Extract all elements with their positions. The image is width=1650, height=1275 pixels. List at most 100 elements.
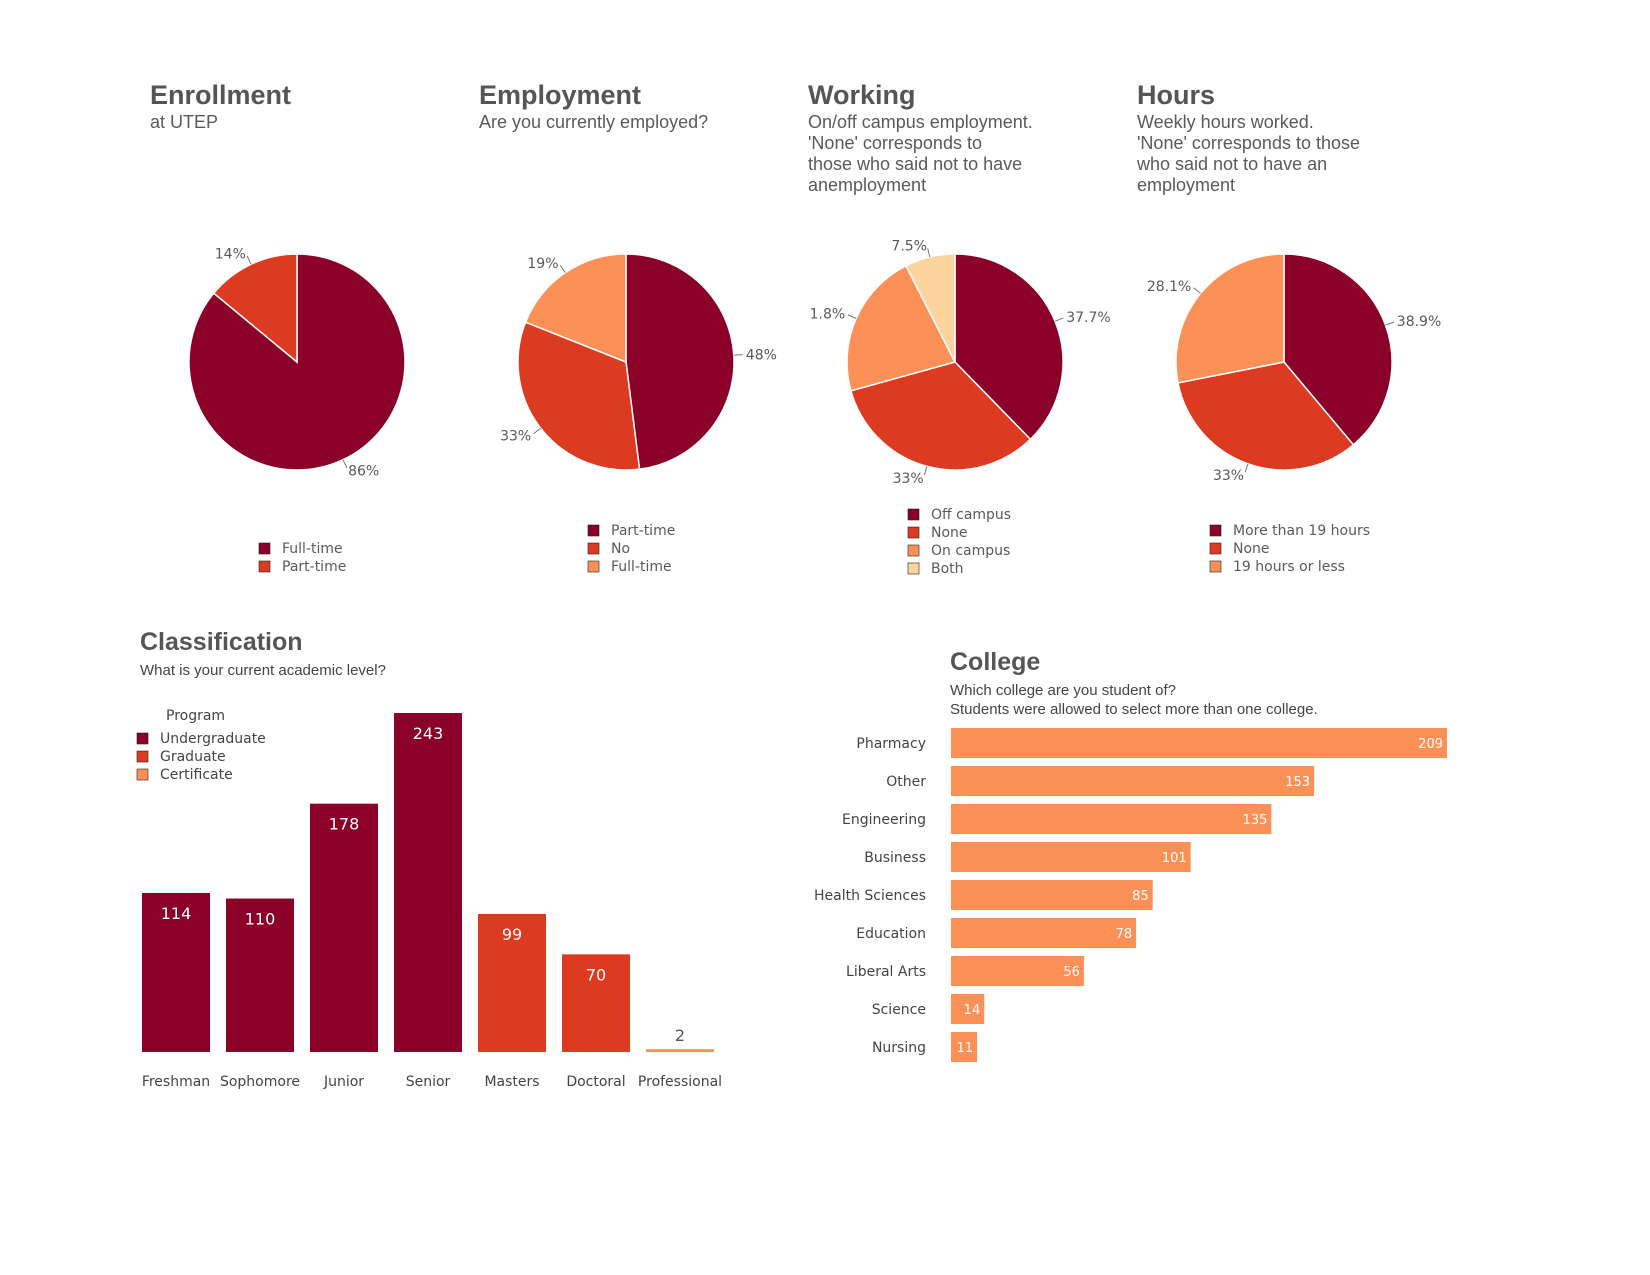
enrollment-title: Enrollment — [150, 80, 292, 110]
college-category-label: Nursing — [872, 1040, 926, 1056]
working-leader-none — [923, 466, 928, 476]
classification-value-label: 70 — [586, 965, 606, 984]
college-value-label: 78 — [1116, 927, 1133, 942]
employment-panel: Employment Are you currently employed? — [479, 80, 708, 133]
college-panel: College Which college are you student of… — [950, 647, 1318, 719]
working-legend-label: None — [931, 525, 968, 541]
employment-percent-label: 33% — [500, 429, 531, 445]
working-legend-swatch — [907, 526, 920, 539]
working-pie-chart: 37.7% 33% 21.8% 7.5% Off campus None On campus… — [808, 238, 1111, 577]
working-percent-label: 7.5% — [891, 238, 927, 254]
college-bar-other — [951, 766, 1315, 796]
enrollment-percent-label: 86% — [348, 464, 379, 480]
college-value-label: 85 — [1132, 889, 1149, 904]
hours-percent-label: 33% — [1213, 468, 1244, 484]
college-subtitle: Which college are you student of? Studen… — [950, 682, 1318, 718]
employment-leader-part-time — [733, 354, 743, 356]
hours-percent-label: 38.9% — [1397, 314, 1441, 330]
classification-category-label: Doctoral — [566, 1074, 625, 1090]
employment-legend-swatch — [587, 560, 600, 573]
classification-category-label: Freshman — [142, 1074, 210, 1090]
enrollment-slice-part-time — [212, 253, 298, 364]
hours-leader-19-hours-or-less — [1193, 287, 1201, 294]
hours-legend-swatch — [1209, 524, 1222, 537]
hours-legend-label: 19 hours or less — [1233, 559, 1345, 575]
working-leader-both — [927, 248, 931, 258]
classification-category-label: Professional — [638, 1074, 722, 1090]
employment-leader-no — [533, 427, 541, 435]
hours-pie-chart: 38.9% 33% 28.1% More than 19 hours None 19 ho… — [1147, 253, 1441, 575]
working-percent-label: 33% — [893, 471, 924, 487]
college-bar-chart: 209 Pharmacy 153 Other 135 Engineering 101 Busi… — [814, 728, 1447, 1062]
hours-subtitle: Weekly hours worked. 'None' corresponds … — [1137, 112, 1361, 195]
employment-legend-label: Part-time — [611, 523, 675, 539]
working-legend-label: Off campus — [931, 507, 1011, 523]
employment-percent-label: 48% — [746, 348, 777, 364]
college-value-label: 56 — [1063, 965, 1080, 980]
college-category-label: Pharmacy — [856, 736, 926, 752]
classification-bar-freshman — [142, 892, 210, 1052]
hours-slice-more-than-19-hours — [1283, 253, 1393, 446]
working-legend-label: Both — [931, 561, 964, 577]
classification-value-label: 243 — [413, 724, 444, 743]
employment-slice-part-time — [625, 253, 735, 470]
classification-value-label: 114 — [161, 904, 192, 923]
college-category-label: Health Sciences — [814, 888, 926, 904]
classification-bar-chart: Program Undergraduate Graduate Certificate 1… — [136, 708, 722, 1090]
classification-bar-professional — [646, 1049, 714, 1052]
college-value-label: 11 — [957, 1041, 974, 1056]
working-slice-off-campus — [954, 253, 1064, 441]
college-bar-nursing — [951, 1032, 978, 1062]
employment-title: Employment — [479, 80, 642, 110]
college-category-label: Other — [886, 774, 926, 790]
employment-legend-swatch — [587, 524, 600, 537]
classification-title: Classification — [140, 628, 303, 656]
hours-slice-none — [1177, 361, 1355, 471]
working-legend-swatch — [907, 562, 920, 575]
working-legend-swatch — [907, 508, 920, 521]
classification-subtitle: What is your current academic level? — [140, 662, 386, 679]
classification-legend-swatch — [136, 750, 149, 763]
classification-bar-doctoral — [562, 954, 630, 1052]
college-bar-pharmacy — [951, 728, 1447, 758]
college-bar-liberal-arts — [951, 956, 1084, 986]
classification-legend-label: Certificate — [160, 767, 233, 783]
enrollment-legend-swatch — [258, 542, 271, 555]
employment-percent-label: 19% — [527, 256, 558, 272]
classification-bar-sophomore — [226, 898, 294, 1052]
working-percent-label: 21.8% — [808, 307, 845, 323]
classification-bar-senior — [394, 713, 462, 1052]
employment-leader-full-time — [559, 264, 566, 273]
working-slice-none — [849, 361, 1032, 471]
college-bar-engineering — [951, 804, 1272, 834]
working-title: Working — [808, 80, 916, 110]
enrollment-subtitle: at UTEP — [150, 112, 219, 132]
enrollment-leader-part-time — [246, 255, 252, 265]
classification-value-label: 99 — [502, 925, 522, 944]
hours-legend-label: None — [1233, 541, 1270, 557]
enrollment-legend-swatch — [258, 560, 271, 573]
college-category-label: Business — [864, 850, 926, 866]
classification-legend-label: Undergraduate — [160, 731, 266, 747]
classification-value-label: 178 — [329, 815, 360, 834]
college-bar-health-sciences — [951, 880, 1153, 910]
college-value-label: 14 — [964, 1003, 981, 1018]
enrollment-panel: Enrollment at UTEP — [150, 80, 291, 133]
classification-legend-title: Program — [166, 708, 225, 724]
working-slice-on-campus — [846, 264, 957, 392]
college-title: College — [950, 648, 1041, 676]
classification-category-label: Senior — [406, 1074, 451, 1090]
classification-category-label: Sophomore — [220, 1074, 300, 1090]
hours-panel: Hours Weekly hours worked. 'None' corres… — [1137, 80, 1360, 196]
classification-panel: Classification What is your current acad… — [140, 627, 386, 680]
college-category-label: Engineering — [842, 812, 926, 828]
classification-bar-masters — [478, 913, 546, 1052]
employment-slice-full-time — [524, 253, 627, 364]
college-category-label: Education — [856, 926, 926, 942]
employment-legend-swatch — [587, 542, 600, 555]
working-leader-off-campus — [1054, 317, 1064, 322]
hours-title: Hours — [1137, 80, 1216, 110]
working-legend-swatch — [907, 544, 920, 557]
working-legend-label: On campus — [931, 543, 1010, 559]
college-value-label: 153 — [1285, 775, 1310, 790]
